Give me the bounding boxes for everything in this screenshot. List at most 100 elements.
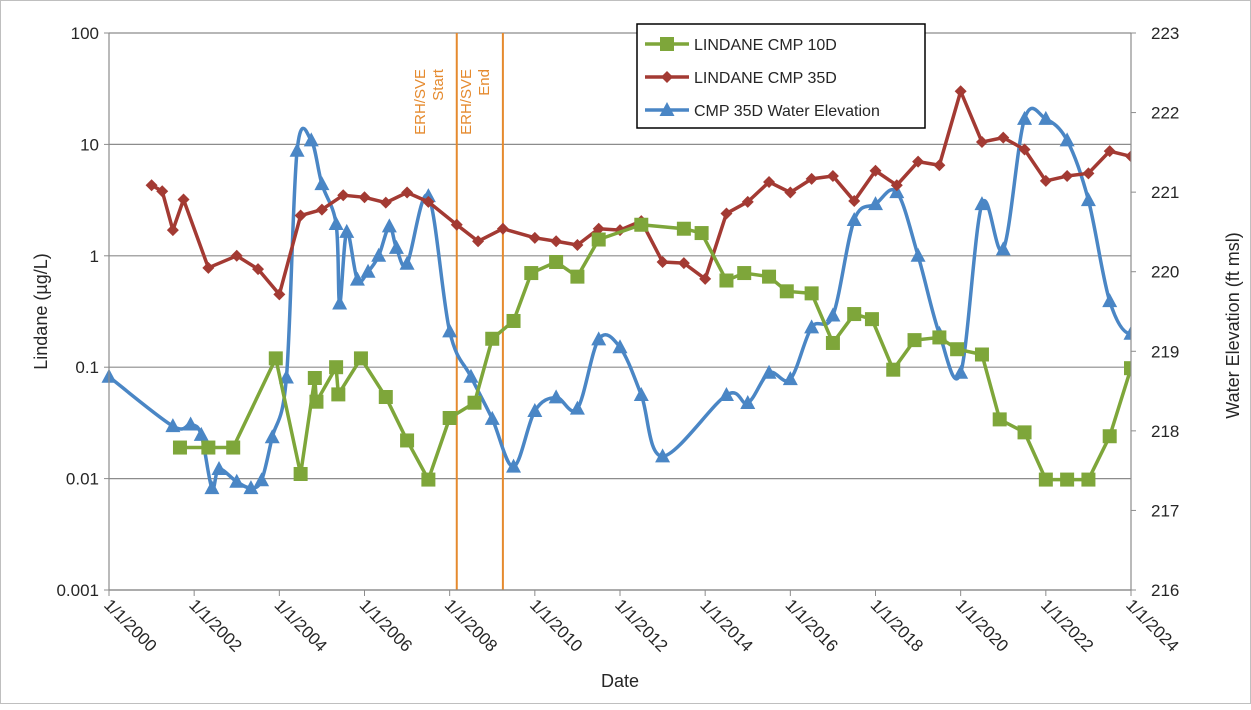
data-point: [550, 235, 563, 248]
data-point: [289, 142, 305, 157]
data-point: [612, 339, 628, 354]
data-point: [421, 472, 436, 487]
data-point: [846, 211, 862, 226]
data-point: [868, 196, 883, 211]
data-point: [172, 440, 187, 455]
x-tick-label: 1/1/2002: [185, 595, 245, 655]
data-point: [442, 410, 457, 425]
data-point: [886, 362, 901, 377]
data-point: [570, 269, 585, 284]
data-point: [264, 429, 280, 444]
data-point: [1080, 192, 1096, 207]
data-point: [1061, 170, 1074, 183]
data-point: [273, 288, 286, 301]
data-point: [1039, 174, 1052, 187]
data-point: [339, 223, 355, 238]
series-layer: [101, 85, 1160, 495]
data-point: [907, 333, 922, 348]
legend-label: LINDANE CMP 10D: [694, 37, 837, 54]
data-point: [485, 331, 500, 346]
data-point: [1060, 472, 1075, 487]
data-point: [201, 440, 216, 455]
data-point: [496, 222, 509, 235]
y-right-tick-label: 218: [1151, 422, 1179, 441]
x-axis-title: Date: [601, 671, 639, 691]
data-point: [762, 269, 777, 284]
data-point: [805, 172, 818, 185]
data-point: [992, 412, 1007, 427]
data-point: [332, 295, 348, 310]
data-point: [1038, 472, 1053, 487]
data-point: [719, 273, 734, 288]
data-point: [740, 395, 756, 410]
data-point: [848, 195, 861, 208]
data-point: [328, 215, 344, 230]
data-point: [779, 284, 794, 299]
data-point: [193, 426, 209, 441]
data-point: [226, 440, 241, 455]
data-point: [1125, 150, 1131, 163]
data-point: [864, 312, 879, 327]
y-right-tick-label: 220: [1151, 263, 1179, 282]
data-point: [252, 263, 265, 276]
data-point: [381, 218, 397, 233]
data-point: [1123, 325, 1131, 340]
data-point: [204, 480, 220, 495]
data-point: [633, 387, 649, 402]
data-point: [592, 222, 605, 235]
y-right-tick-label: 219: [1151, 342, 1179, 361]
series-lindane-cmp-10d: [172, 217, 1131, 487]
data-point: [655, 448, 671, 463]
data-point: [1018, 143, 1031, 156]
data-point: [165, 418, 181, 433]
event-label: ERH/SVE: [458, 69, 475, 135]
y-left-tick-label: 0.01: [66, 470, 99, 489]
x-tick-label: 1/1/2010: [526, 595, 586, 655]
data-point: [950, 342, 965, 357]
data-point: [315, 203, 328, 216]
x-tick-label: 1/1/2014: [696, 595, 756, 655]
data-point: [278, 369, 294, 384]
event-label: ERH/SVE: [412, 69, 429, 135]
data-point: [293, 466, 308, 481]
data-point: [1017, 425, 1032, 440]
y-axis-left-title: Lindane (µg/L): [31, 253, 51, 369]
event-label: Start: [430, 68, 447, 101]
y-axis-right-title: Water Elevation (ft msl): [1223, 232, 1243, 418]
data-point: [254, 472, 270, 487]
data-point: [211, 461, 227, 476]
data-point: [954, 85, 967, 98]
data-point: [472, 235, 485, 248]
y-left-tick-label: 10: [80, 135, 99, 154]
data-point: [331, 387, 346, 402]
data-point: [353, 351, 368, 366]
data-point: [1146, 154, 1158, 166]
series-line: [107, 106, 1131, 491]
y-right-tick-label: 217: [1151, 501, 1179, 520]
y-left-tick-label: 100: [71, 24, 99, 43]
data-point: [804, 286, 819, 301]
y-left-tick-label: 0.001: [56, 581, 99, 600]
data-point: [890, 179, 903, 192]
data-point: [329, 360, 344, 375]
y-right-tick-label: 216: [1151, 581, 1179, 600]
legend-label: LINDANE CMP 35D: [694, 70, 837, 87]
x-tick-label: 1/1/2008: [441, 595, 501, 655]
data-point: [422, 195, 435, 208]
legend-swatch-marker: [659, 102, 675, 116]
data-point: [1145, 292, 1160, 306]
legend-swatch-marker: [661, 71, 673, 83]
gridlines: [109, 32, 1131, 591]
data-point: [243, 480, 259, 495]
data-point: [399, 255, 415, 270]
data-point: [974, 347, 989, 362]
data-point: [442, 323, 458, 338]
data-point: [400, 433, 415, 448]
data-point: [528, 231, 541, 244]
data-point: [763, 175, 776, 188]
data-point: [401, 186, 414, 199]
data-point: [974, 196, 990, 211]
data-point: [825, 335, 840, 350]
data-point: [912, 155, 925, 168]
